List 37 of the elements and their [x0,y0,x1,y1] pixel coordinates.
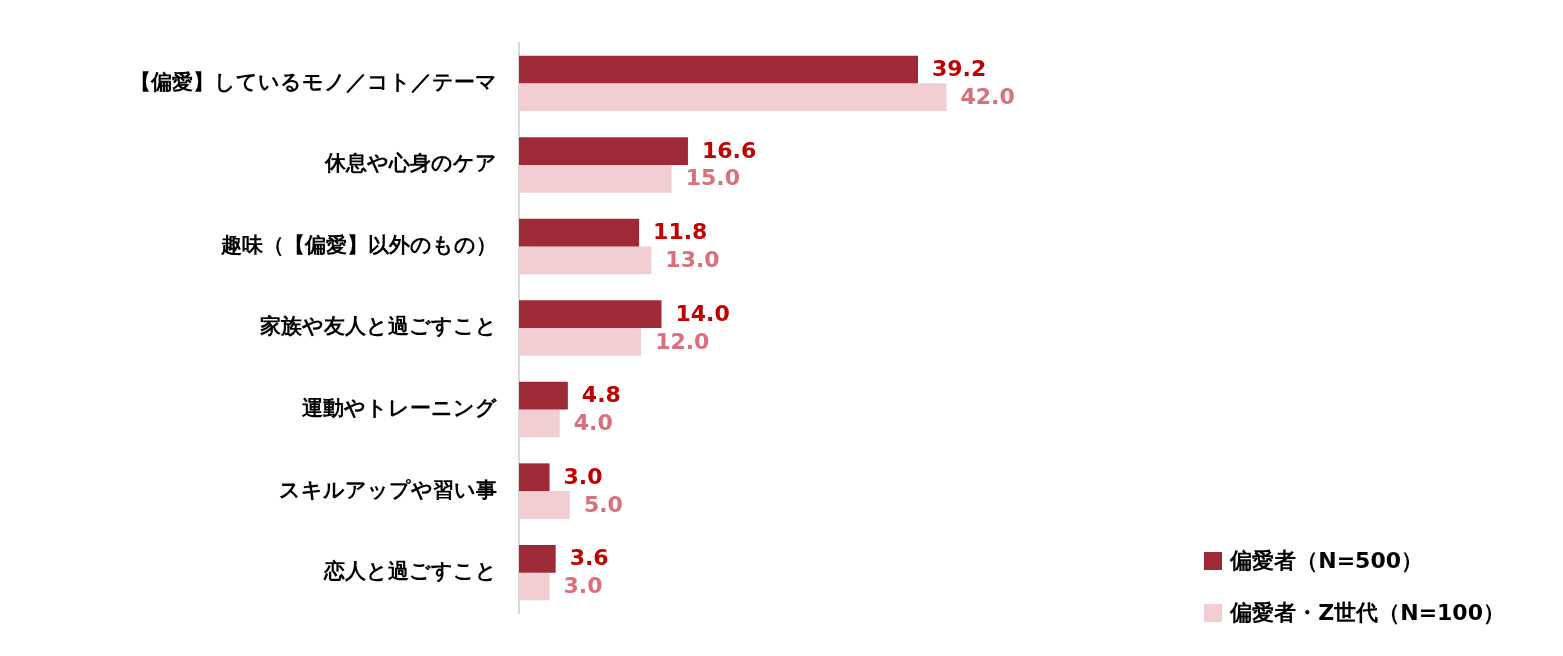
bar [519,381,568,410]
bar [519,218,640,247]
y-tick-label: 恋人と過ごすこと [323,559,497,584]
bar [519,164,672,193]
data-label: 12.0 [655,328,710,354]
data-label: 42.0 [960,83,1015,109]
data-label: 39.2 [932,56,987,82]
y-tick-label: 休息や心身のケア [324,151,497,176]
data-label: 4.0 [573,410,613,436]
bar [519,300,662,328]
data-label: 16.6 [701,137,757,163]
data-label: 15.0 [685,165,740,191]
y-tick-label: 趣味（【偏愛】以外のもの） [220,232,497,257]
bar [519,83,947,112]
bar [519,137,688,165]
y-tick-label: 【偏愛】しているモノ／コト／テーマ [130,69,497,94]
data-label: 5.0 [583,491,623,517]
bar [519,463,550,492]
y-tick-label: 家族や友人と過ごすこと [259,314,497,339]
data-label: 3.0 [563,573,603,599]
legend-label: 偏愛者（N=500） [1230,547,1424,575]
data-label: 13.0 [665,247,720,273]
bar [519,572,550,601]
data-label: 11.8 [653,219,708,245]
bar [519,328,642,356]
bar [519,409,560,438]
bar [519,491,570,519]
bar [519,55,918,84]
data-label: 14.0 [675,300,730,326]
y-tick-label: スキルアップや習い事 [279,477,497,502]
legend-label: 偏愛者・Z世代（N=100） [1230,599,1505,627]
bar [519,544,556,573]
y-tick-label: 運動やトレーニング [302,396,497,420]
data-label: 3.6 [569,545,609,571]
data-label: 3.0 [563,463,603,489]
data-label: 4.8 [581,382,621,408]
bar [519,246,652,275]
